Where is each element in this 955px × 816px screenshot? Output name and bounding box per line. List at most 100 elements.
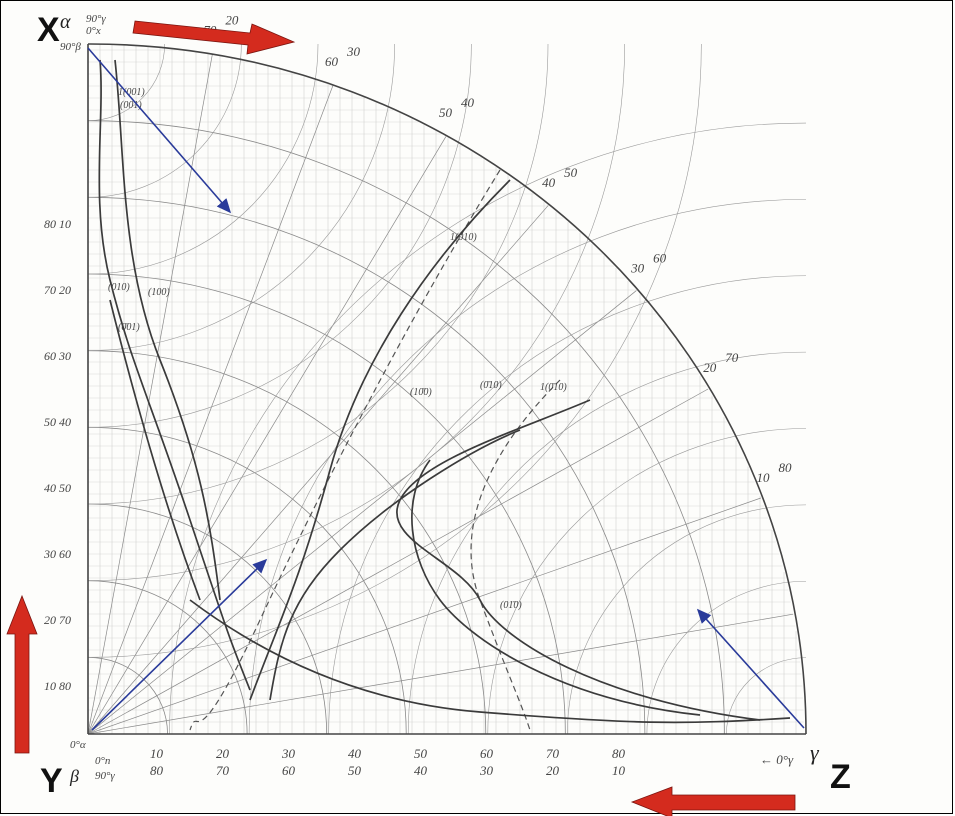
plane-label: 1(010)	[450, 232, 477, 243]
radial-grid-line	[87, 290, 637, 735]
trajectory-curve-3	[249, 179, 511, 701]
plane-label: 1(001)	[118, 87, 145, 98]
left-scale-label: 10 80	[44, 679, 71, 693]
radial-grid-line	[87, 497, 761, 735]
trajectory-curve-8	[109, 299, 201, 601]
blue-arrow-from-z	[696, 608, 805, 729]
radial-grid-lines	[87, 54, 794, 735]
plane-label: 1(0̄10)	[540, 382, 567, 393]
arc-scale-a: 60	[325, 54, 339, 69]
trajectory-curves	[98, 59, 791, 724]
corner-notes: 90°γ 0°x 90°β 0°α 0°n 90°γ ← 0°γ	[60, 13, 794, 782]
concentric-arc	[87, 120, 725, 735]
crossing-arc	[487, 428, 807, 735]
crossing-arc	[87, 43, 242, 198]
crossing-arc	[407, 351, 807, 735]
concentric-arc	[87, 273, 566, 735]
arc-scale-b: 40	[461, 95, 475, 110]
plane-label: (0̄10)	[480, 380, 502, 391]
plane-label: (0̄01)	[118, 322, 140, 333]
y-note-bottom: 90°γ	[95, 770, 115, 782]
arc-scale-a: 20	[703, 360, 717, 375]
bottom-scale-lower: 20	[546, 763, 560, 778]
bottom-scale-lower: 70	[216, 763, 230, 778]
gamma-symbol: γ	[810, 740, 820, 765]
greek-letters: α β γ	[60, 11, 820, 786]
dashed-curve-left	[189, 169, 501, 731]
radial-grid-line	[87, 136, 447, 735]
bottom-scale-upper: 30	[281, 746, 296, 761]
crossing-curve-lines	[87, 43, 807, 735]
red-arrow-left	[6, 594, 38, 754]
bottom-scale-upper: 40	[348, 746, 362, 761]
bottom-scale-upper: 80	[612, 746, 626, 761]
left-scale: 10 80 20 70 30 60 40 50 50 40 60 30 70 20 80 10	[43, 217, 71, 693]
concentric-arc	[87, 580, 248, 735]
left-scale-label: 40 50	[44, 481, 71, 495]
bottom-scale-upper: 20	[216, 746, 230, 761]
trajectory-curve-5	[269, 429, 521, 701]
arc-scale-a: 40	[542, 175, 556, 190]
crossing-arc	[87, 43, 472, 428]
plane-labels: 1(001) (001) (100) (010) (0̄01) (0̄10) 1…	[108, 87, 567, 611]
arc-scale: 7020603050404050306020701080	[203, 13, 792, 485]
arc-scale-a: 30	[630, 261, 645, 276]
trajectory-curve-4	[396, 399, 761, 721]
bottom-scale-upper: 50	[414, 746, 428, 761]
arc-scale-b: 70	[725, 350, 739, 365]
red-arrows	[6, 20, 796, 816]
arc-scale-b: 30	[346, 44, 361, 59]
left-scale-label: 30 60	[43, 547, 71, 561]
corner-label-x: X	[37, 11, 60, 49]
crossing-arc	[567, 504, 807, 735]
left-scale-label: 80 10	[44, 217, 71, 231]
bottom-scale-lower: 40	[414, 763, 428, 778]
plane-label: (01̄0)	[500, 600, 522, 611]
z-note: ← 0°γ	[760, 752, 794, 767]
plane-label: (001)	[120, 100, 142, 111]
bottom-scale-lower: 30	[479, 763, 494, 778]
trajectory-curve-6	[411, 459, 701, 716]
blue-arrow-from-x	[87, 47, 232, 214]
red-arrow-top	[132, 20, 296, 55]
plane-label: (100)	[148, 287, 170, 298]
arc-scale-a: 10	[756, 470, 770, 485]
trajectory-curve-7	[189, 599, 791, 724]
bottom-scale-upper: 10	[150, 746, 164, 761]
bottom-scale-lower: 10	[612, 763, 626, 778]
bottom-scale: 10 80 20 70 30 60 40 50 50 40 60 30 70 20 80 10	[150, 746, 626, 778]
arc-scale-b: 20	[225, 13, 239, 28]
bottom-scale-upper: 70	[546, 746, 560, 761]
bottom-scale-lower: 50	[348, 763, 362, 778]
outer-arc	[87, 43, 807, 735]
crossing-arc	[328, 275, 807, 735]
trajectory-curve-1	[98, 59, 251, 691]
corner-label-y: Y	[40, 762, 63, 800]
arc-scale-b: 60	[653, 251, 667, 266]
blue-arrows	[87, 47, 805, 731]
left-scale-label: 60 30	[44, 349, 71, 363]
beta-symbol: β	[69, 766, 79, 786]
crossing-arc	[87, 43, 702, 658]
concentric-arc	[87, 350, 487, 735]
corner-label-z: Z	[830, 758, 851, 796]
y-origin-note: 0°α	[70, 739, 86, 751]
x-origin-note: 90°β	[60, 41, 81, 53]
blue-arrow-from-y	[91, 558, 268, 731]
radial-grid-line	[87, 388, 709, 735]
arc-scale-a: 50	[439, 105, 453, 120]
bottom-scale-upper: 60	[480, 746, 494, 761]
arc-scale-b: 50	[564, 165, 578, 180]
x-note-bottom: 0°x	[86, 25, 101, 37]
left-scale-label: 70 20	[44, 283, 71, 297]
radial-grid-line	[87, 85, 334, 735]
x-note-top: 90°γ	[86, 13, 106, 25]
crossing-arc	[646, 580, 807, 735]
red-arrow-bottom	[630, 786, 796, 816]
bottom-scale-lower: 60	[282, 763, 296, 778]
radial-grid-line	[87, 205, 549, 735]
crossing-arc	[169, 122, 807, 735]
crossing-arc	[87, 43, 165, 121]
